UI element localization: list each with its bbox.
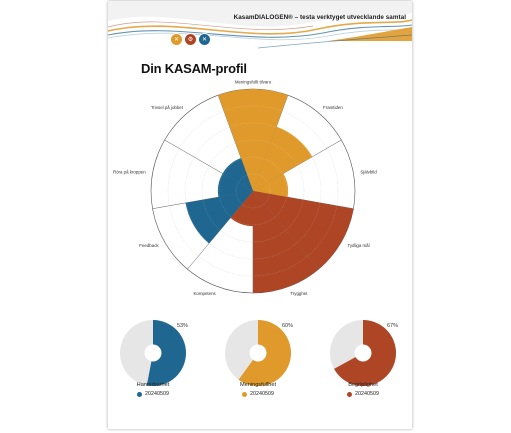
donut-title: Begriplighet <box>348 382 378 388</box>
legend-dot <box>242 391 247 397</box>
donut-hole <box>144 344 162 362</box>
page-title: Din KASAM-profil <box>141 61 247 76</box>
donut-percent-label: 67% <box>387 323 398 329</box>
polar-segment <box>222 158 253 191</box>
polar-axis-label: Trivsel på jobbet <box>151 105 184 110</box>
report-page: KasamDIALOGEN® – testa verktyget utveckl… <box>108 1 412 429</box>
polar-grid-ring <box>167 105 339 277</box>
polar-grid-overlay <box>167 105 339 277</box>
polar-segment <box>253 173 289 198</box>
donut-legend: 20240509 <box>113 391 193 397</box>
gear-icon: ⚙ <box>185 34 196 45</box>
legend-label: 20240509 <box>250 391 274 397</box>
donut-legend: 20240509 <box>218 391 298 397</box>
polar-grid-overlay <box>218 156 288 226</box>
fork-knife-icon: ✕ <box>199 34 210 45</box>
donut-hole <box>354 344 372 362</box>
legend-label: 20240509 <box>355 391 379 397</box>
polar-axis-label: Kompetens <box>194 291 217 296</box>
polar-axis-label: Självbild <box>360 170 377 175</box>
legend-label: 20240509 <box>145 391 169 397</box>
polar-segment <box>185 191 253 244</box>
polar-grid-overlay <box>235 173 271 209</box>
header-title: KasamDIALOGEN® – testa verktyget utveckl… <box>233 14 406 21</box>
header-wave-banner <box>108 1 412 49</box>
donut-percent-label: 53% <box>177 323 188 329</box>
polar-axis-label: Meningsfullt tilvaro <box>235 80 272 85</box>
polar-segment <box>253 191 354 270</box>
polar-segment <box>218 88 288 191</box>
fork-knife-icon: ✕ <box>171 34 182 45</box>
polar-grid-overlay <box>201 139 305 243</box>
kasam-charts: Meningsfullt tilvaro Framtiden Självbild Ty… <box>113 80 398 386</box>
legend-dot <box>347 391 352 397</box>
polar-grid-overlay <box>184 122 322 260</box>
donut-title: Meningsfullhet <box>239 382 277 388</box>
polar-axis-label: Framtiden <box>323 105 343 110</box>
donut-slice <box>146 320 186 386</box>
polar-axis-label: Röra på kroppen <box>113 170 146 175</box>
legend-dot <box>137 391 142 397</box>
polar-segment <box>253 126 313 191</box>
donut-percent-label: 60% <box>282 323 293 329</box>
polar-segment <box>230 191 253 227</box>
polar-segment <box>217 173 253 198</box>
polar-axis-label: Feedback <box>139 243 159 248</box>
polar-segment <box>253 191 319 293</box>
donut-legend: 20240509 <box>323 391 403 397</box>
donut-title: Hanterbarhet <box>136 382 170 388</box>
donut-hole <box>249 344 267 362</box>
polar-axis-label: Tydliga mål <box>347 243 369 248</box>
polar-axis-label: Trygghet <box>290 291 308 296</box>
